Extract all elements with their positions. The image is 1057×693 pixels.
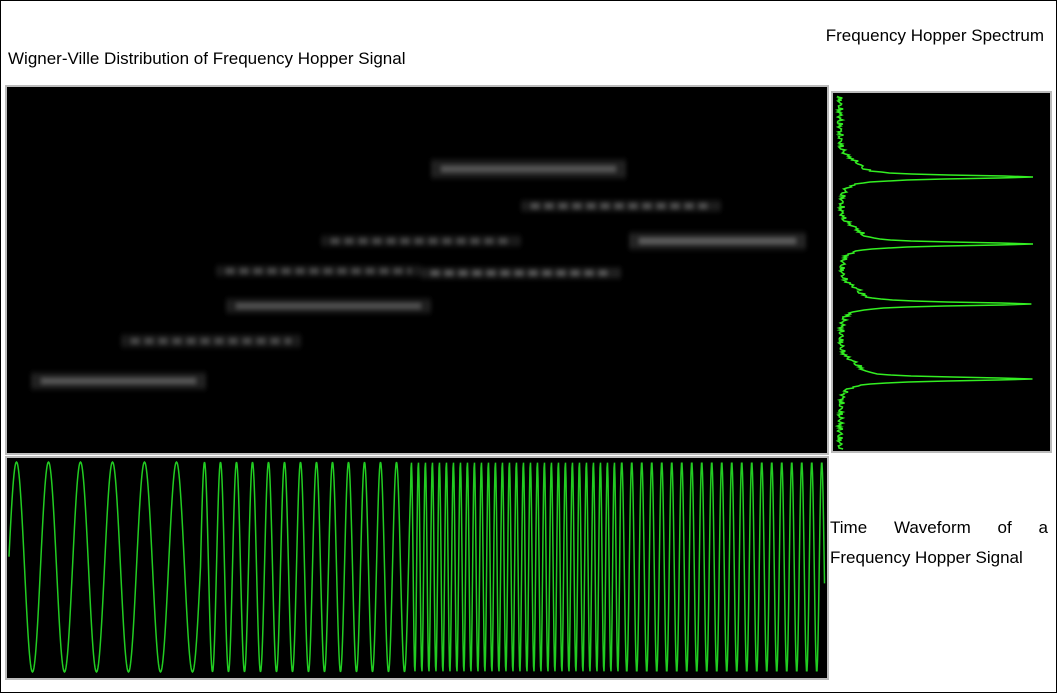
spectrum-trace (834, 95, 1034, 450)
waveform-title: Time Waveform of a Frequency Hopper Sign… (830, 518, 1048, 567)
wvd-blob (216, 266, 421, 276)
waveform-trace (8, 460, 826, 674)
wvd-title: Wigner-Ville Distribution of Frequency H… (8, 49, 406, 68)
wvd-image (31, 160, 806, 389)
spectrum-title: Frequency Hopper Spectrum (825, 26, 1044, 45)
spectrum-panel (831, 91, 1052, 453)
wvd-blob (121, 335, 301, 347)
